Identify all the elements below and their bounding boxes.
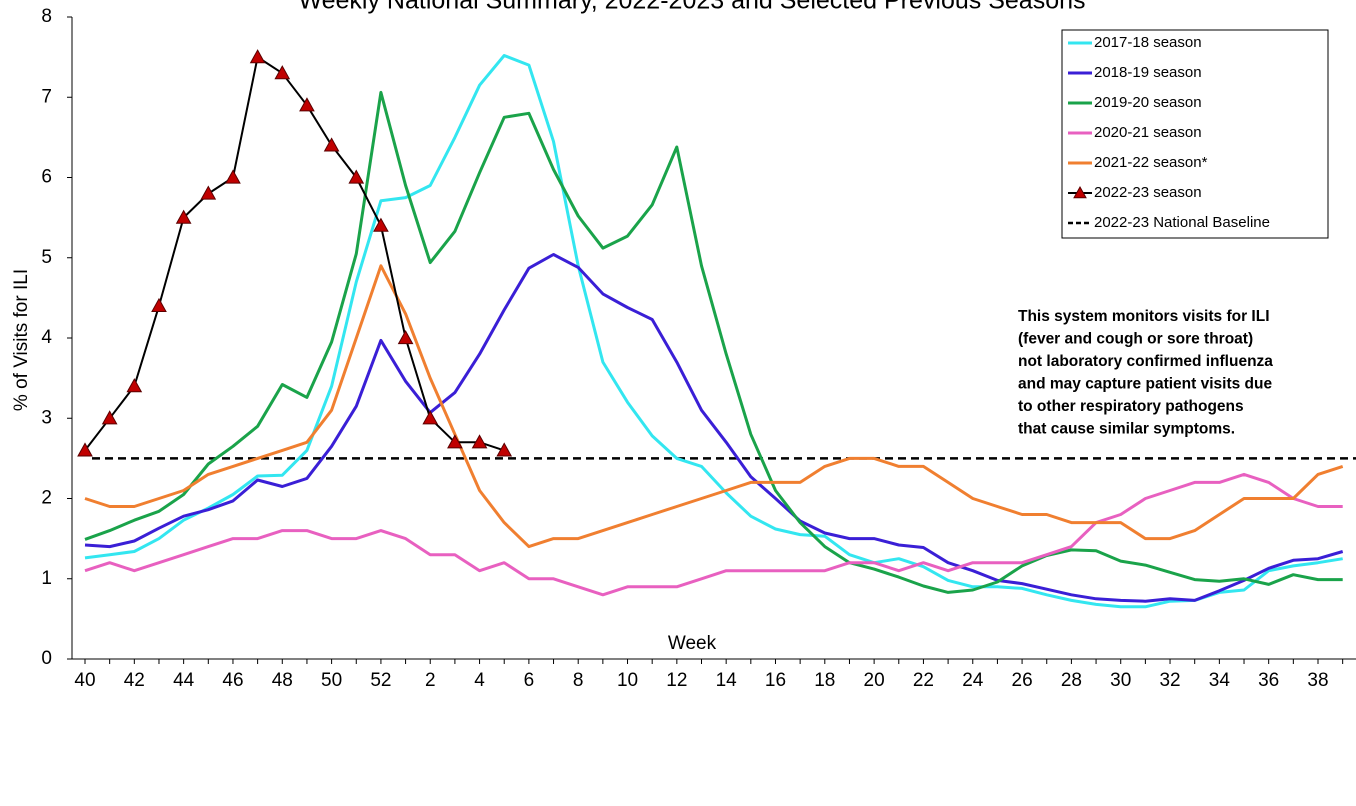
legend-box xyxy=(1061,29,1329,239)
chart-title: Weekly National Summary, 2022-2023 and S… xyxy=(298,0,1085,15)
x-tick-label: 26 xyxy=(1012,670,1033,691)
legend-label: 2019-20 season xyxy=(1094,94,1202,111)
x-tick-label: 46 xyxy=(222,670,243,691)
series-marker xyxy=(299,97,315,112)
series-marker xyxy=(373,217,389,232)
y-tick-label: 8 xyxy=(41,6,52,27)
series-marker xyxy=(496,442,513,457)
annotation: and may capture patient visits due xyxy=(1018,376,1272,393)
x-tick-label: 20 xyxy=(864,670,885,691)
x-tick-label: 50 xyxy=(321,670,342,691)
x-tick-label: 12 xyxy=(666,670,687,691)
series-marker xyxy=(397,329,414,345)
series-marker xyxy=(225,169,241,184)
x-tick-label: 4 xyxy=(474,670,485,691)
legend-label: 2017-18 season xyxy=(1094,34,1202,51)
y-tick-label: 0 xyxy=(41,648,52,669)
series-marker xyxy=(200,185,217,200)
series-line xyxy=(84,54,1343,609)
y-tick-label: 2 xyxy=(41,488,52,509)
x-tick-label: 40 xyxy=(74,670,95,691)
x-tick-label: 8 xyxy=(573,670,584,691)
series-marker xyxy=(175,209,192,224)
x-tick-label: 32 xyxy=(1159,670,1180,691)
y-tick-label: 1 xyxy=(41,568,52,589)
x-tick-label: 42 xyxy=(124,670,145,691)
y-axis-label: % of Visits for ILI xyxy=(11,269,32,411)
series-marker xyxy=(151,297,167,312)
annotation: not laboratory confirmed influenza xyxy=(1018,353,1273,370)
series-line xyxy=(84,264,1344,549)
x-axis-label: Week xyxy=(668,633,717,654)
y-tick-label: 6 xyxy=(41,167,52,188)
series-line xyxy=(84,253,1344,603)
annotation: This system monitors visits for ILI xyxy=(1018,308,1270,325)
x-tick-label: 18 xyxy=(814,670,835,691)
series-marker xyxy=(101,410,118,425)
annotation: that cause similar symptoms. xyxy=(1018,421,1235,438)
series-marker xyxy=(77,442,93,457)
x-tick-label: 28 xyxy=(1061,670,1082,691)
legend-label: 2021-22 season* xyxy=(1094,154,1208,171)
x-tick-label: 16 xyxy=(765,670,786,691)
series-marker xyxy=(249,49,266,64)
x-tick-label: 36 xyxy=(1258,670,1279,691)
series-line xyxy=(84,472,1343,597)
x-tick-label: 24 xyxy=(962,670,984,691)
legend-label: 2022-23 season xyxy=(1094,184,1202,201)
series-marker xyxy=(126,378,143,393)
y-tick-label: 7 xyxy=(41,86,52,107)
series-marker xyxy=(323,137,340,152)
series-marker xyxy=(348,169,365,184)
legend-label: 2018-19 season xyxy=(1094,64,1202,81)
x-tick-label: 34 xyxy=(1209,670,1231,691)
annotation: to other respiratory pathogens xyxy=(1018,398,1244,415)
y-tick-label: 3 xyxy=(41,407,52,428)
legend-label: 2022-23 National Baseline xyxy=(1094,214,1270,231)
x-tick-label: 2 xyxy=(425,670,436,691)
x-tick-label: 6 xyxy=(524,670,535,691)
x-tick-label: 14 xyxy=(716,670,738,691)
x-tick-label: 30 xyxy=(1110,670,1131,691)
legend-label: 2020-21 season xyxy=(1094,124,1202,141)
x-tick-label: 52 xyxy=(370,670,391,691)
x-tick-label: 10 xyxy=(617,670,638,691)
y-tick-label: 5 xyxy=(41,247,52,268)
x-tick-label: 44 xyxy=(173,670,195,691)
series-marker xyxy=(422,410,439,425)
series-marker xyxy=(274,65,291,80)
x-tick-label: 48 xyxy=(272,670,293,691)
x-tick-label: 22 xyxy=(913,670,934,691)
series-marker xyxy=(471,434,488,449)
y-tick-label: 4 xyxy=(41,327,52,348)
x-tick-label: 38 xyxy=(1307,670,1328,691)
legend-marker xyxy=(1073,185,1087,199)
annotation: (fever and cough or sore throat) xyxy=(1018,331,1253,348)
series-marker xyxy=(447,434,463,449)
series-line xyxy=(84,90,1343,594)
